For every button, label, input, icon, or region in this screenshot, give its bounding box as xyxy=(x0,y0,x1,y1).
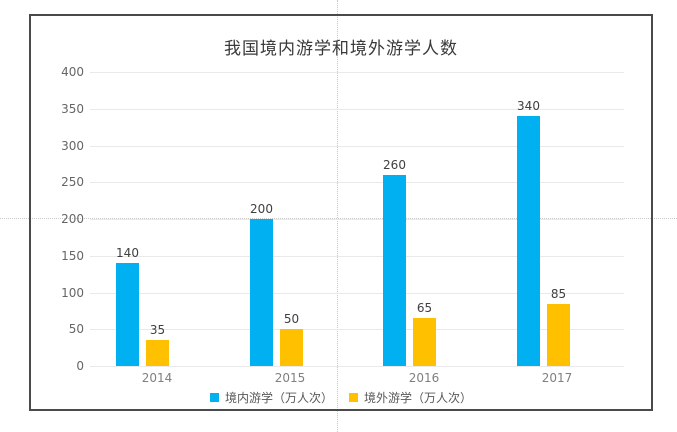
gridline-400 xyxy=(90,72,624,73)
gridline-100 xyxy=(90,293,624,294)
bar-series2-2014 xyxy=(146,340,169,366)
bar-series1-2014 xyxy=(116,263,139,366)
gridline-250 xyxy=(90,182,624,183)
y-axis-tick-200: 200 xyxy=(61,212,84,226)
y-axis-tick-0: 0 xyxy=(76,359,84,373)
y-axis-tick-350: 350 xyxy=(61,102,84,116)
value-label-series1-2016: 260 xyxy=(383,158,406,172)
x-axis-tick-2015: 2015 xyxy=(274,371,306,385)
y-axis-tick-250: 250 xyxy=(61,175,84,189)
chart-legend: 境内游学（万人次） 境外游学（万人次） xyxy=(29,389,653,406)
bar-series2-2017 xyxy=(547,304,570,366)
bar-series1-2016 xyxy=(383,175,406,366)
gridline-50 xyxy=(90,329,624,330)
gridline-150 xyxy=(90,256,624,257)
legend-swatch-icon xyxy=(209,393,219,402)
legend-label: 境内游学（万人次） xyxy=(224,391,333,405)
value-label-series2-2016: 65 xyxy=(416,301,433,315)
value-label-series1-2017: 340 xyxy=(517,99,540,113)
gridline-350 xyxy=(90,109,624,110)
legend-label: 境外游学（万人次） xyxy=(364,391,473,405)
y-axis-tick-300: 300 xyxy=(61,139,84,153)
bar-series2-2016 xyxy=(413,318,436,366)
value-label-series1-2014: 140 xyxy=(116,246,139,260)
gridline-300 xyxy=(90,146,624,147)
y-axis-tick-100: 100 xyxy=(61,286,84,300)
x-axis-tick-2014: 2014 xyxy=(141,371,173,385)
vertical-guide-line xyxy=(337,0,338,432)
y-axis-tick-150: 150 xyxy=(61,249,84,263)
gridline-0 xyxy=(90,366,624,367)
legend-item-series2: 境外游学（万人次） xyxy=(349,389,472,406)
legend-item-series1: 境内游学（万人次） xyxy=(209,389,333,406)
chart-frame xyxy=(29,14,653,411)
y-axis-tick-50: 50 xyxy=(68,322,84,336)
value-label-series1-2015: 200 xyxy=(250,202,273,216)
bar-series2-2015 xyxy=(280,329,303,366)
value-label-series2-2014: 35 xyxy=(149,323,166,337)
x-axis-tick-2016: 2016 xyxy=(408,371,440,385)
horizontal-guide-line xyxy=(0,218,677,219)
chart-title: 我国境内游学和境外游学人数 xyxy=(224,39,458,59)
value-label-series2-2015: 50 xyxy=(283,312,300,326)
gridline-200 xyxy=(90,219,624,220)
legend-swatch-icon xyxy=(349,393,358,402)
x-axis-tick-2017: 2017 xyxy=(541,371,573,385)
value-label-series2-2017: 85 xyxy=(550,287,567,301)
bar-series1-2015 xyxy=(250,219,273,366)
y-axis-tick-400: 400 xyxy=(61,65,84,79)
bar-series1-2017 xyxy=(517,116,540,366)
